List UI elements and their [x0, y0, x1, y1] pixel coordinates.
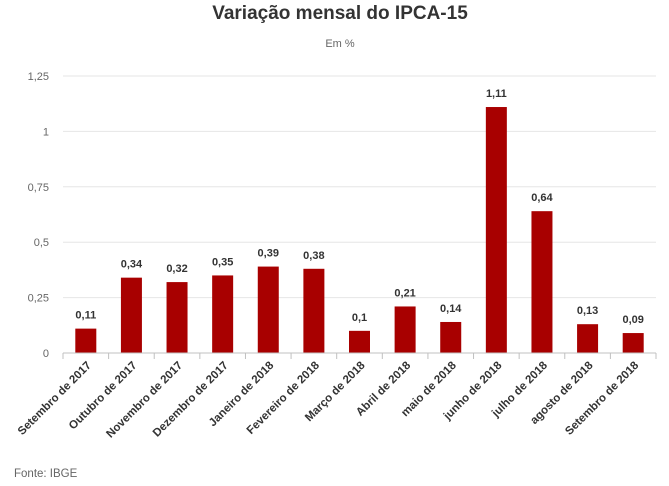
bar — [120, 277, 142, 353]
gridlines — [63, 75, 656, 299]
data-label: 0,1 — [352, 312, 367, 324]
bar — [577, 324, 599, 353]
data-label: 0,35 — [212, 256, 233, 268]
y-tick-label: 1 — [43, 126, 49, 138]
data-labels: 0,11 0,34 0,32 0,35 0,39 0,38 0,1 0,21 0,14 1,11 0… — [75, 88, 644, 326]
bar — [303, 268, 325, 353]
y-tick-label: 0,25 — [28, 293, 49, 305]
chart-title: Variação mensal do IPCA-15 — [212, 3, 468, 24]
data-label: 0,32 — [166, 263, 187, 275]
bar — [485, 107, 507, 353]
data-label: 0,64 — [531, 192, 553, 204]
data-label: 0,39 — [258, 248, 279, 260]
x-axis-ticks — [62, 353, 657, 359]
y-tick-label: 1,25 — [28, 71, 49, 83]
bar — [622, 333, 644, 353]
y-axis-ticks: 0 0,25 0,5 0,75 1 1,25 — [28, 71, 49, 360]
data-label: 1,11 — [486, 88, 507, 100]
bar — [440, 321, 462, 353]
data-label: 0,34 — [121, 259, 143, 271]
y-tick-label: 0,75 — [28, 182, 49, 194]
data-label: 0,11 — [75, 310, 96, 322]
x-tick-label: Novembro de 2017 — [104, 360, 185, 441]
bar — [212, 275, 234, 353]
data-label: 0,14 — [440, 303, 462, 315]
data-label: 0,13 — [577, 305, 598, 317]
data-label: 0,09 — [622, 314, 643, 326]
bar — [531, 211, 553, 353]
x-tick-label: Dezembro de 2017 — [151, 360, 231, 440]
bar — [75, 328, 97, 353]
bar — [349, 330, 370, 353]
bar — [257, 266, 279, 353]
data-label: 0,21 — [394, 287, 415, 299]
data-label: 0,38 — [303, 250, 324, 262]
x-tick-label: Setembro de 2017 — [16, 360, 94, 438]
bar — [166, 282, 188, 353]
bar — [394, 306, 416, 353]
y-tick-label: 0 — [43, 348, 49, 360]
source-note: Fonte: IBGE — [14, 468, 78, 480]
y-tick-label: 0,5 — [34, 237, 49, 249]
bars — [75, 107, 644, 353]
chart-subtitle: Em % — [325, 38, 355, 50]
